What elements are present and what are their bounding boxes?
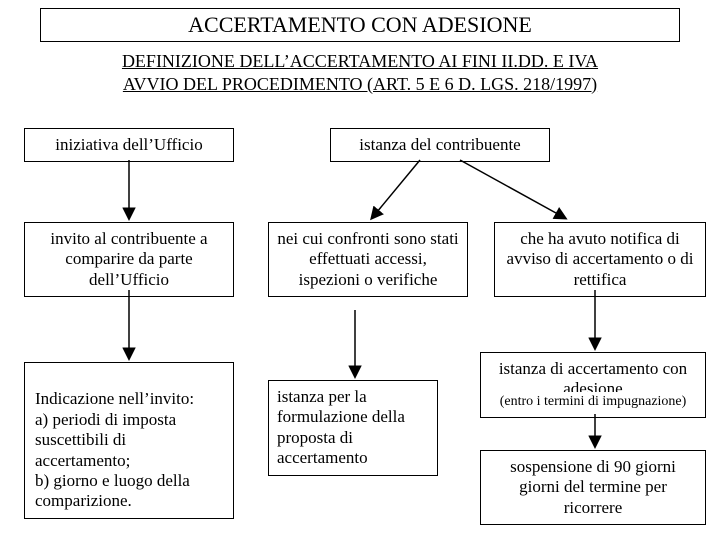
node-a2: invito al contribuente a comparire da pa… <box>24 222 234 297</box>
node-b2: nei cui confronti sono stati effettuati … <box>268 222 468 297</box>
node-c4-text: sospensione di 90 giorni giorni del term… <box>510 457 676 517</box>
node-c2-text: che ha avuto notifica di avviso di accer… <box>507 229 694 289</box>
subtitle: DEFINIZIONE DELL’ACCERTAMENTO AI FINI II… <box>60 50 660 95</box>
node-a2-text: invito al contribuente a comparire da pa… <box>50 229 207 289</box>
arrow-b1-b2 <box>372 160 420 218</box>
arrow-b1-c2 <box>460 160 565 218</box>
node-b2-text: nei cui confronti sono stati effettuati … <box>277 229 458 289</box>
title-text: ACCERTAMENTO CON ADESIONE <box>188 12 532 38</box>
node-a1-text: iniziativa dell’Ufficio <box>55 135 202 154</box>
node-c3b: (entro i termini di impugnazione) <box>480 392 706 418</box>
title-bar: ACCERTAMENTO CON ADESIONE <box>40 8 680 42</box>
node-c3b-text: (entro i termini di impugnazione) <box>500 394 687 409</box>
subtitle-line2: AVVIO DEL PROCEDIMENTO (ART. 5 E 6 D. LG… <box>123 74 597 94</box>
subtitle-line1: DEFINIZIONE DELL’ACCERTAMENTO AI FINI II… <box>122 51 598 71</box>
node-b3: istanza per la formulazione della propos… <box>268 380 438 476</box>
node-a3-text: Indicazione nell’invito: a) periodi di i… <box>35 389 194 510</box>
node-b1-text: istanza del contribuente <box>359 135 520 154</box>
node-a3: Indicazione nell’invito: a) periodi di i… <box>24 362 234 519</box>
node-c2: che ha avuto notifica di avviso di accer… <box>494 222 706 297</box>
node-a1: iniziativa dell’Ufficio <box>24 128 234 162</box>
node-b1: istanza del contribuente <box>330 128 550 162</box>
node-c4: sospensione di 90 giorni giorni del term… <box>480 450 706 525</box>
node-b3-text: istanza per la formulazione della propos… <box>277 387 405 467</box>
